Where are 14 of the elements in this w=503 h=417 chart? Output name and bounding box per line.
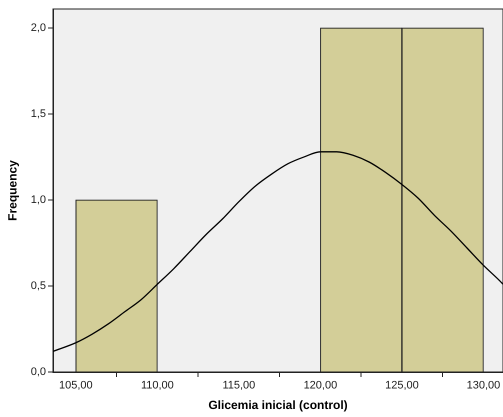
y-tick-label: 0,0 (30, 366, 46, 378)
y-tick-label: 0,5 (30, 280, 46, 292)
x-tick-label: 105,00 (59, 380, 93, 392)
y-tick-label: 2,0 (30, 22, 46, 34)
x-tick-label: 110,00 (140, 380, 174, 392)
x-axis-title: Glicemia inicial (control) (208, 398, 348, 412)
x-tick-label: 125,00 (385, 380, 419, 392)
y-axis-title: Frequency (6, 160, 20, 221)
x-tick-label: 115,00 (222, 380, 256, 392)
y-tick-label: 1,5 (30, 108, 46, 120)
x-tick-label: 130,00 (466, 380, 500, 392)
y-tick-label: 1,0 (30, 194, 46, 206)
line-series (53, 151, 503, 352)
x-tick-label: 120,00 (304, 380, 338, 392)
